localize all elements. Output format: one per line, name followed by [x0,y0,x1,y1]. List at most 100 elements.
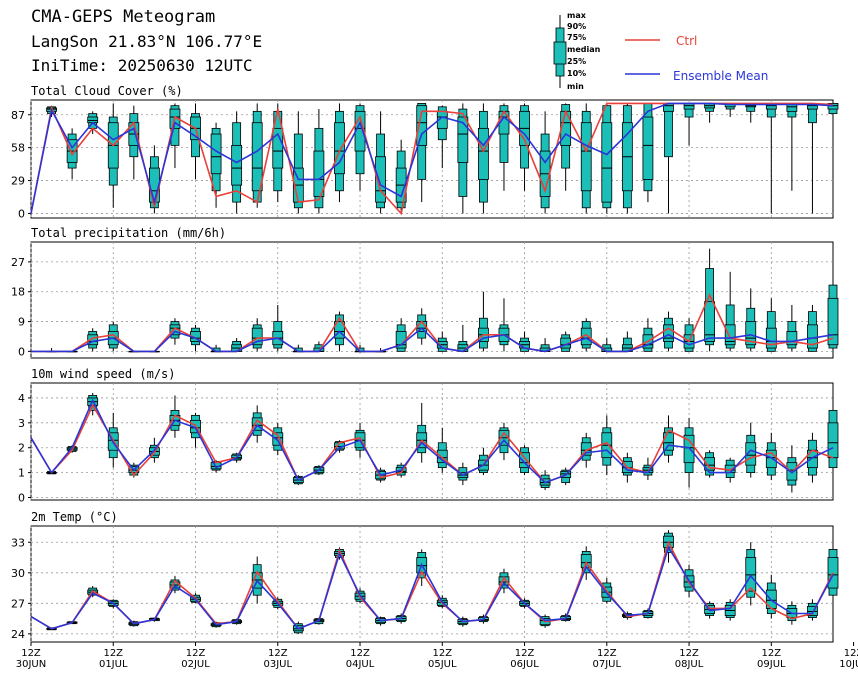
xtick-label-date: 08JUL [675,659,704,670]
box-inner [334,122,345,175]
box-inner [519,452,530,469]
mean-series-line [30,398,834,484]
ytick-label: 24 [11,628,25,641]
ytick-label: 29 [11,175,25,188]
box-inner [272,127,284,169]
panel-title: 10m wind speed (m/s) [31,367,176,381]
ytick-label: 9 [18,316,25,329]
legend-box-label: 10% [567,69,586,78]
box-inner [148,167,160,203]
ytick-label: 30 [11,567,25,580]
xtick-label-hour: 12Z [597,648,617,659]
panel-3: 10m wind speed (m/s) 0 1 2 3 4 [18,367,839,505]
xtick-label-date: 02JUL [181,659,210,670]
panel-frame [30,99,834,219]
xtick-label-date: 07JUL [593,659,622,670]
xtick-label-hour: 12Z [515,648,535,659]
box-inner [251,122,263,192]
legend-box-inner [553,41,567,65]
ytick-label: 0 [18,207,25,220]
panel-2: Total precipitation (mm/6h) 0 9 18 27 [11,226,839,359]
box-inner [724,324,736,346]
ytick-label: 3 [18,417,25,430]
ytick-label: 18 [11,286,25,299]
box-inner [807,324,818,349]
location-label: LangSon 21.83°N 106.77°E [31,32,263,51]
xtick-label-hour: 12Z [21,648,41,659]
legend: max 90% 75% median 25% 10% min Ctrl Ensemble Mea… [553,11,768,91]
xtick-label-date: 09JUL [757,659,786,670]
panel-title: Total Cloud Cover (%) [31,84,183,98]
box-inner [827,297,839,346]
ytick-label: 0 [18,492,25,505]
xtick-label-hour: 12Z [350,648,370,659]
xtick-label-hour: 12Z [432,648,452,659]
box-inner [704,457,716,471]
box-inner [786,462,798,481]
box-inner [580,122,592,192]
panel-title: Total precipitation (mm/6h) [31,226,226,240]
box-inner [313,150,325,197]
xtick-label-hour: 12Z [268,648,288,659]
ytick-label: 27 [11,256,25,269]
box-inner [683,103,695,110]
ytick-label: 27 [11,597,25,610]
legend-box-label: min [567,82,584,91]
box-inner [272,432,284,446]
box-inner [251,327,263,346]
legend-box-label: max [567,11,587,20]
box-inner [87,334,99,346]
ytick-label: 33 [11,536,25,549]
ytick-label: 4 [18,392,25,405]
xtick-label-date: 01JUL [99,659,128,670]
box-inner [786,331,798,346]
box-inner [457,116,469,163]
ytick-label: 1 [18,467,25,480]
ctrl-series-line [31,293,834,353]
legend-box-label: median [567,45,601,54]
xtick-label-hour: 12Z [103,648,123,659]
legend-mean-label: Ensemble Mean [673,69,768,83]
box-inner [601,122,613,203]
box-inner [231,144,243,186]
box-inner [704,301,716,342]
mean-series-line [31,327,834,353]
box-inner [663,432,674,451]
panel-1: Total Cloud Cover (%) 0 29 58 87 [11,84,839,220]
box-inner [375,156,386,203]
box-inner [683,434,695,464]
box-inner [745,557,757,592]
box-inner [765,449,777,469]
panel-frame [30,382,834,501]
box-inner [642,116,654,180]
xtick-label-date: 06JUL [510,659,539,670]
ytick-label: 2 [18,442,25,455]
xtick-label-hour: 12Z [844,648,858,659]
ytick-label: 58 [11,142,25,155]
panel-4: 2m Temp (°C) 24 27 30 33 [11,510,839,643]
box-inner [478,127,489,180]
init-time-label: IniTime: 20250630 12UTC [31,56,253,75]
xtick-label-date: 10JUL [839,659,858,670]
legend-ctrl-label: Ctrl [676,34,697,48]
xtick-label-hour: 12Z [762,648,782,659]
box-inner [765,327,777,349]
ytick-label: 0 [18,345,25,358]
box-inner [827,422,839,459]
box-inner [745,321,757,346]
box-inner [334,321,345,339]
box-inner [745,442,757,466]
xtick-label-date: 05JUL [428,659,457,670]
ytick-label: 87 [11,109,25,122]
chart-title: CMA-GEPS Meteogram [31,7,216,27]
box-inner [807,605,818,616]
xtick-label-hour: 12Z [186,648,206,659]
legend-box-label: 75% [567,33,586,42]
xtick-label-date: 03JUL [263,659,292,670]
box-inner [416,105,428,146]
mean-series-line [30,102,834,214]
mean-series-line [30,545,834,630]
xtick-label-hour: 12Z [679,648,699,659]
box-inner [827,103,839,110]
